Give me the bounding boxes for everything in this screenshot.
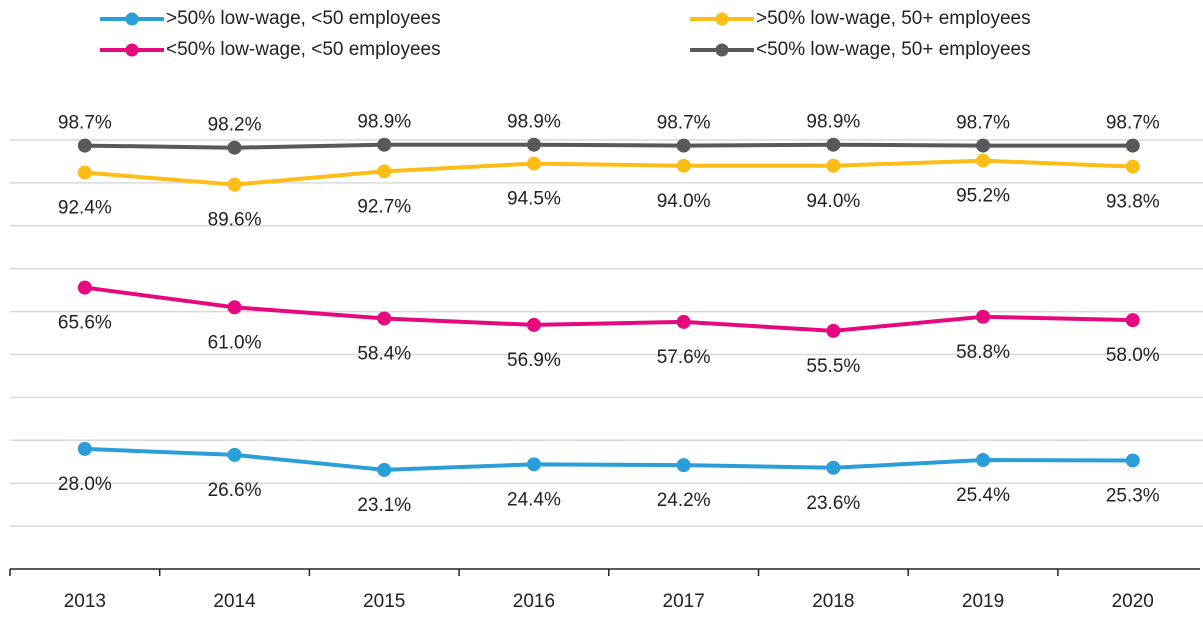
legend-label: <50% low-wage, 50+ employees <box>756 39 1031 60</box>
point <box>227 300 242 315</box>
data-label: 25.3% <box>1106 485 1160 506</box>
data-label: 26.6% <box>208 480 262 501</box>
data-label: 28.0% <box>58 474 112 495</box>
data-label: 94.0% <box>657 191 711 212</box>
data-label: 98.7% <box>1106 113 1160 134</box>
data-label: 65.6% <box>58 313 112 334</box>
point <box>526 137 541 152</box>
point <box>77 138 92 153</box>
data-label: 92.4% <box>58 198 112 219</box>
data-label: 25.4% <box>956 485 1010 506</box>
x-tick-label: 2017 <box>663 591 705 612</box>
point <box>377 311 392 326</box>
x-tick-label: 2019 <box>962 591 1004 612</box>
data-label: 24.4% <box>507 489 561 510</box>
point <box>826 137 841 152</box>
data-label: 94.5% <box>507 189 561 210</box>
series-line <box>84 285 1133 333</box>
point <box>526 457 541 472</box>
legend-label: >50% low-wage, <50 employees <box>166 8 441 29</box>
point <box>1125 453 1140 468</box>
data-label: 23.6% <box>806 493 860 514</box>
point <box>1125 313 1140 328</box>
data-label: 98.9% <box>357 112 411 133</box>
data-label: 98.7% <box>956 113 1010 134</box>
legend-marker <box>715 43 729 57</box>
data-label: 58.0% <box>1106 345 1160 366</box>
point <box>1125 159 1140 174</box>
point <box>77 165 92 180</box>
point <box>227 140 242 155</box>
point <box>526 317 541 332</box>
x-tick-label: 2016 <box>513 591 555 612</box>
legend-marker <box>125 43 139 57</box>
data-label: 89.6% <box>208 210 262 231</box>
data-label: 95.2% <box>956 186 1010 207</box>
point <box>676 158 691 173</box>
x-tick-label: 2020 <box>1112 591 1154 612</box>
data-label: 24.2% <box>657 490 711 511</box>
series-line <box>84 158 1133 187</box>
point <box>77 280 92 295</box>
point <box>377 462 392 477</box>
point <box>676 138 691 153</box>
data-label: 98.7% <box>657 113 711 134</box>
point <box>227 177 242 192</box>
point <box>377 164 392 179</box>
point <box>377 137 392 152</box>
point <box>976 153 991 168</box>
series-line <box>84 446 1133 472</box>
point <box>1125 138 1140 153</box>
legend-label: <50% low-wage, <50 employees <box>166 39 441 60</box>
point <box>976 453 991 468</box>
data-label: 61.0% <box>208 332 262 353</box>
point <box>676 458 691 473</box>
point <box>227 447 242 462</box>
x-tick-label: 2015 <box>363 591 405 612</box>
point <box>77 441 92 456</box>
data-label: 55.5% <box>806 356 860 377</box>
x-tick-label: 2013 <box>64 591 106 612</box>
point <box>976 138 991 153</box>
point <box>676 314 691 329</box>
legend-marker <box>125 12 139 26</box>
point <box>826 323 841 338</box>
data-label: 93.8% <box>1106 192 1160 213</box>
data-label: 58.8% <box>956 342 1010 363</box>
data-label: 56.9% <box>507 350 561 371</box>
x-tick-label: 2014 <box>213 591 256 612</box>
x-tick-label: 2018 <box>812 591 854 612</box>
point <box>826 158 841 173</box>
data-label: 57.6% <box>657 347 711 368</box>
series-line <box>84 142 1133 150</box>
legend-marker <box>715 12 729 26</box>
data-label: 58.4% <box>357 343 411 364</box>
data-label: 98.9% <box>806 112 860 133</box>
data-label: 98.7% <box>58 113 112 134</box>
data-label: 98.9% <box>507 112 561 133</box>
data-label: 98.2% <box>208 115 262 136</box>
data-label: 94.0% <box>806 191 860 212</box>
point <box>526 156 541 171</box>
data-label: 23.1% <box>357 495 411 516</box>
point <box>826 460 841 475</box>
legend-label: >50% low-wage, 50+ employees <box>756 8 1031 29</box>
point <box>976 309 991 324</box>
data-label: 92.7% <box>357 196 411 217</box>
